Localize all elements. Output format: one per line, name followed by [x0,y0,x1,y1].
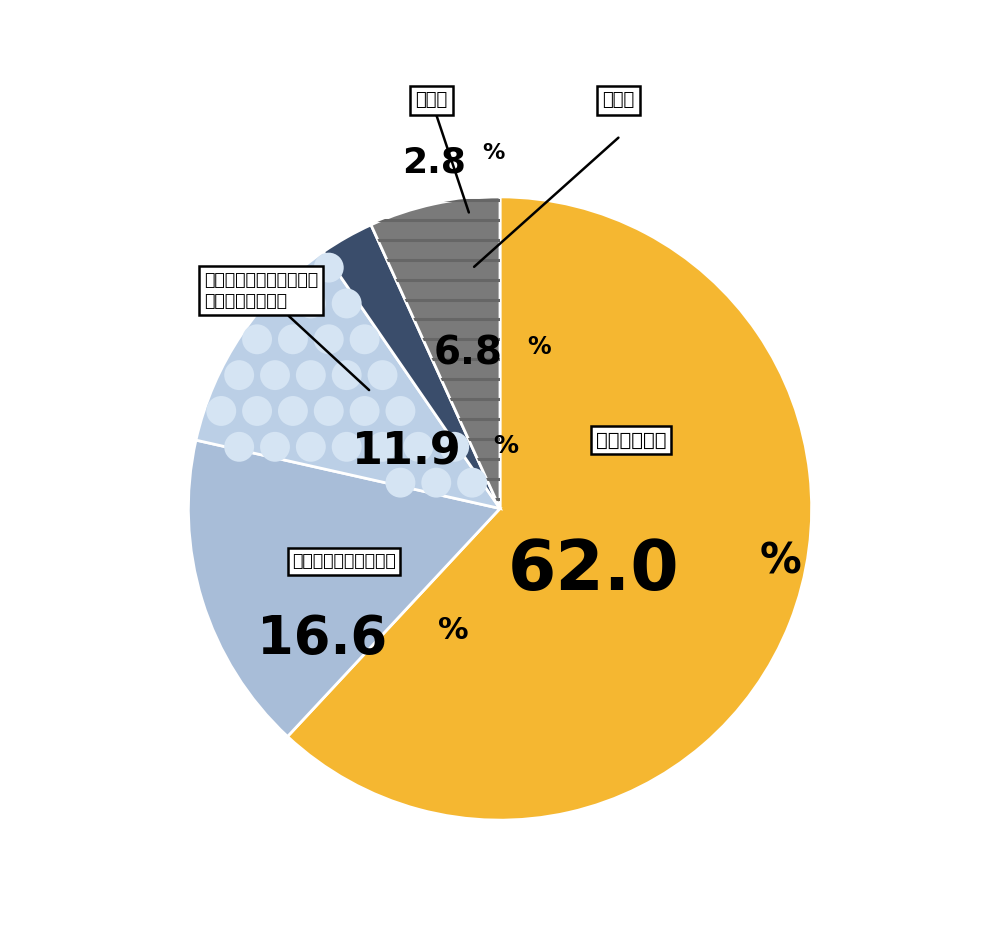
Text: %: % [528,335,551,359]
Circle shape [332,288,362,318]
Circle shape [260,431,290,461]
Circle shape [296,431,326,461]
Text: 62.0: 62.0 [508,537,679,605]
Text: %: % [494,434,519,459]
Wedge shape [288,197,812,820]
Text: 立ちつつある: 立ちつつある [596,431,666,449]
Circle shape [314,253,344,283]
Circle shape [385,396,415,426]
Circle shape [296,360,326,390]
Circle shape [242,325,272,354]
Circle shape [368,360,397,390]
Circle shape [439,431,469,461]
Text: 2.8: 2.8 [403,146,466,180]
Circle shape [260,360,290,390]
Wedge shape [323,225,500,508]
Circle shape [296,288,326,318]
Circle shape [368,431,397,461]
Circle shape [278,325,308,354]
Wedge shape [371,197,500,508]
Text: 6.8: 6.8 [433,334,502,373]
Text: いいえ: いいえ [415,92,469,212]
Text: %: % [483,143,505,163]
Wedge shape [188,440,500,737]
Text: その他: その他 [602,92,635,110]
Circle shape [224,431,254,461]
Circle shape [224,360,254,390]
Circle shape [242,396,272,426]
Text: 11.9: 11.9 [352,431,461,474]
Circle shape [206,396,236,426]
Circle shape [314,325,344,354]
Text: 新たな計画を立てるのは
困難な状況にある: 新たな計画を立てるのは 困難な状況にある [204,271,369,390]
Text: ほとんど立っていない: ほとんど立っていない [292,552,396,570]
Circle shape [421,468,451,498]
Text: 16.6: 16.6 [257,613,387,665]
Circle shape [403,431,433,461]
Text: %: % [438,616,469,645]
Circle shape [278,396,308,426]
Circle shape [457,468,487,498]
Circle shape [332,360,362,390]
Circle shape [350,396,380,426]
Circle shape [332,431,362,461]
Wedge shape [196,252,500,508]
Circle shape [314,396,344,426]
Text: %: % [760,540,801,582]
Circle shape [350,325,380,354]
Circle shape [385,468,415,498]
